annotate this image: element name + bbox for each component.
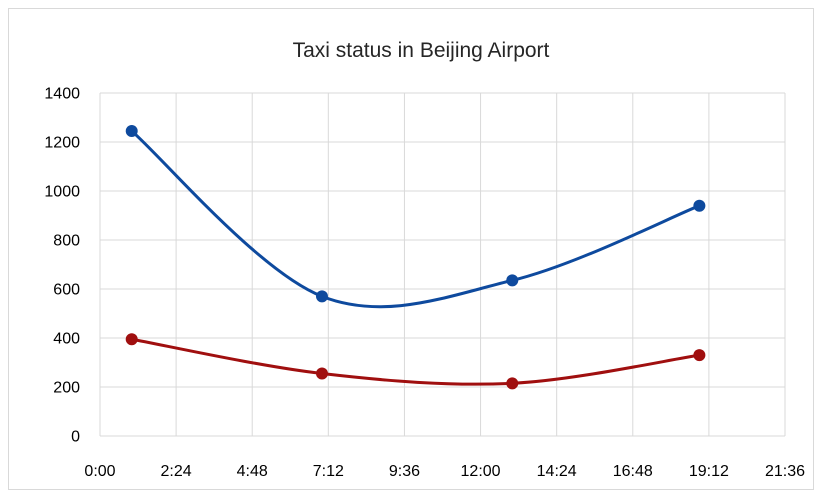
series-2-point [506, 377, 519, 390]
series-2-point [693, 349, 706, 362]
x-tick-label: 21:36 [765, 463, 805, 480]
series-1-point [693, 199, 706, 212]
x-tick-label: 2:24 [161, 463, 192, 480]
series-2-point [315, 367, 328, 380]
series-2-line [130, 337, 701, 386]
chart-frame [8, 8, 814, 490]
y-tick-label: 1200 [44, 135, 80, 152]
chart-title: Taxi status in Beijing Airport [293, 39, 550, 62]
x-tick-label: 4:48 [237, 463, 268, 480]
y-tick-label: 600 [53, 282, 80, 299]
x-tick-label: 9:36 [389, 463, 420, 480]
x-tick-label: 12:00 [461, 463, 501, 480]
y-tick-label: 1000 [44, 184, 80, 201]
x-tick-label: 16:48 [613, 463, 653, 480]
series-2-point [125, 333, 138, 346]
x-tick-label: 19:12 [689, 463, 729, 480]
y-tick-label: 1400 [44, 86, 80, 103]
series-1-point [125, 124, 138, 137]
series-1-point [506, 274, 519, 287]
x-tick-label: 7:12 [313, 463, 344, 480]
x-tick-label: 0:00 [84, 463, 115, 480]
series-1-line [130, 129, 701, 309]
gridlines [99, 92, 786, 437]
axis-labels: 0 200 400 600 800 1000 1200 1400 0:00 2:24 4:48 7:1… [44, 86, 805, 481]
y-tick-label: 800 [53, 233, 80, 250]
x-tick-label: 14:24 [537, 463, 577, 480]
y-tick-label: 200 [53, 380, 80, 397]
y-tick-label: 0 [71, 429, 80, 446]
y-tick-label: 400 [53, 331, 80, 348]
series-1-point [315, 290, 328, 303]
series-layer [125, 124, 706, 390]
